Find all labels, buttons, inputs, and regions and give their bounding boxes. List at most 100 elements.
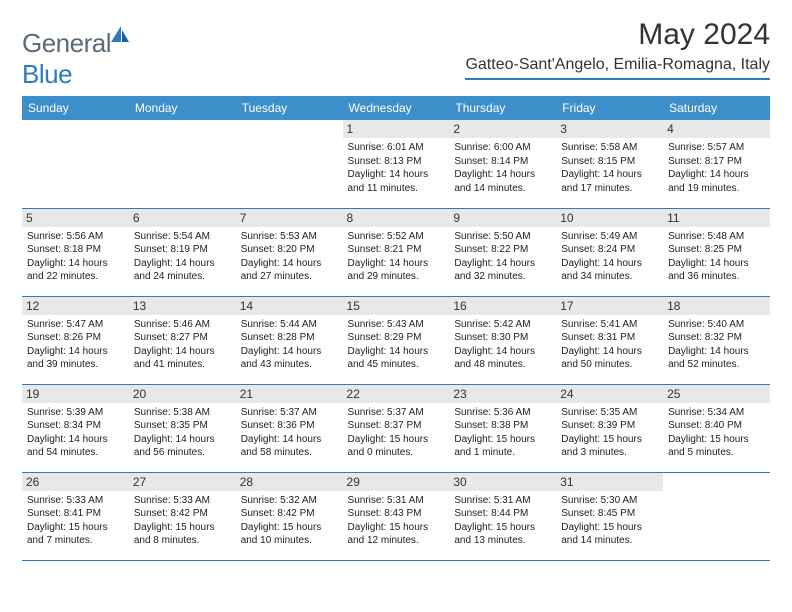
- calendar-cell: 9 Sunrise: 5:50 AMSunset: 8:22 PMDaylight…: [449, 208, 556, 296]
- calendar-cell: 13Sunrise: 5:46 AMSunset: 8:27 PMDayligh…: [129, 296, 236, 384]
- calendar-cell: 27 Sunrise: 5:33 AMSunset: 8:42 PMDayligh…: [129, 472, 236, 560]
- day-number: 4: [663, 120, 770, 138]
- weekday-sat: Saturday: [663, 96, 770, 120]
- logo-text: GeneralBlue: [22, 24, 131, 90]
- weekday-tue: Tuesday: [236, 96, 343, 120]
- weekday-mon: Monday: [129, 96, 236, 120]
- calendar-cell: 21Sunrise: 5:37 AMSunset: 8:36 PMDayligh…: [236, 384, 343, 472]
- day-number: 9: [449, 209, 556, 227]
- day-info: Sunrise: 6:00 AMSunset: 8:14 PMDaylight:…: [454, 141, 551, 195]
- day-info: Sunrise: 5:56 AMSunset: 8:18 PMDaylight:…: [27, 230, 124, 284]
- day-info: Sunrise: 5:58 AMSunset: 8:15 PMDaylight:…: [561, 141, 658, 195]
- calendar-cell: 23 Sunrise: 5:36 AMSunset: 8:38 PMDayligh…: [449, 384, 556, 472]
- calendar-cell: 7 Sunrise: 5:53 AMSunset: 8:20 PMDaylight…: [236, 208, 343, 296]
- weekday-wed: Wednesday: [343, 96, 450, 120]
- day-number: 10: [556, 209, 663, 227]
- day-number: 21: [236, 385, 343, 403]
- day-info: Sunrise: 5:38 AMSunset: 8:35 PMDaylight:…: [134, 406, 231, 460]
- day-number: 1: [343, 120, 450, 138]
- day-info: Sunrise: 5:49 AMSunset: 8:24 PMDaylight:…: [561, 230, 658, 284]
- calendar-cell: 8Sunrise: 5:52 AMSunset: 8:21 PMDaylight…: [343, 208, 450, 296]
- day-info: Sunrise: 5:36 AMSunset: 8:38 PMDaylight:…: [454, 406, 551, 460]
- day-info: Sunrise: 5:34 AMSunset: 8:40 PMDaylight:…: [668, 406, 765, 460]
- calendar-cell: 5Sunrise: 5:56 AMSunset: 8:18 PMDaylight…: [22, 208, 129, 296]
- day-number: 24: [556, 385, 663, 403]
- weekday-fri: Friday: [556, 96, 663, 120]
- page-header: GeneralBlue May 2024 Gatteo-Sant'Angelo,…: [22, 18, 770, 90]
- header-right: May 2024 Gatteo-Sant'Angelo, Emilia-Roma…: [465, 18, 770, 80]
- day-info: Sunrise: 5:30 AMSunset: 8:45 PMDaylight:…: [561, 494, 658, 548]
- calendar-cell: 18 Sunrise: 5:40 AMSunset: 8:32 PMDayligh…: [663, 296, 770, 384]
- calendar-cell: 12Sunrise: 5:47 AMSunset: 8:26 PMDayligh…: [22, 296, 129, 384]
- day-info: Sunrise: 5:57 AMSunset: 8:17 PMDaylight:…: [668, 141, 765, 195]
- calendar-cell: 26Sunrise: 5:33 AMSunset: 8:41 PMDayligh…: [22, 472, 129, 560]
- day-number: 15: [343, 297, 450, 315]
- calendar-row: 12Sunrise: 5:47 AMSunset: 8:26 PMDayligh…: [22, 296, 770, 384]
- day-info: Sunrise: 5:54 AMSunset: 8:19 PMDaylight:…: [134, 230, 231, 284]
- calendar-cell: 25 Sunrise: 5:34 AMSunset: 8:40 PMDayligh…: [663, 384, 770, 472]
- day-info: Sunrise: 5:31 AMSunset: 8:43 PMDaylight:…: [348, 494, 445, 548]
- weekday-header-row: Sunday Monday Tuesday Wednesday Thursday…: [22, 96, 770, 120]
- day-info: Sunrise: 5:32 AMSunset: 8:42 PMDaylight:…: [241, 494, 338, 548]
- logo-part2: Blue: [22, 59, 72, 89]
- calendar-table: Sunday Monday Tuesday Wednesday Thursday…: [22, 96, 770, 561]
- day-info: Sunrise: 5:39 AMSunset: 8:34 PMDaylight:…: [27, 406, 124, 460]
- calendar-cell: [236, 120, 343, 208]
- day-number: 18: [663, 297, 770, 315]
- calendar-cell: 3 Sunrise: 5:58 AMSunset: 8:15 PMDaylight…: [556, 120, 663, 208]
- calendar-cell: 22Sunrise: 5:37 AMSunset: 8:37 PMDayligh…: [343, 384, 450, 472]
- day-number: 26: [22, 473, 129, 491]
- day-number: 11: [663, 209, 770, 227]
- calendar-cell: 17 Sunrise: 5:41 AMSunset: 8:31 PMDayligh…: [556, 296, 663, 384]
- day-number: 27: [129, 473, 236, 491]
- day-number: 22: [343, 385, 450, 403]
- calendar-cell: 28 Sunrise: 5:32 AMSunset: 8:42 PMDayligh…: [236, 472, 343, 560]
- calendar-cell: 20 Sunrise: 5:38 AMSunset: 8:35 PMDayligh…: [129, 384, 236, 472]
- day-number: 13: [129, 297, 236, 315]
- calendar-body: 1 Sunrise: 6:01 AMSunset: 8:13 PMDaylight…: [22, 120, 770, 560]
- calendar-row: 26Sunrise: 5:33 AMSunset: 8:41 PMDayligh…: [22, 472, 770, 560]
- day-number: 14: [236, 297, 343, 315]
- day-number: 23: [449, 385, 556, 403]
- day-info: Sunrise: 5:33 AMSunset: 8:42 PMDaylight:…: [134, 494, 231, 548]
- day-info: Sunrise: 6:01 AMSunset: 8:13 PMDaylight:…: [348, 141, 445, 195]
- day-number: 17: [556, 297, 663, 315]
- day-number: 28: [236, 473, 343, 491]
- day-info: Sunrise: 5:48 AMSunset: 8:25 PMDaylight:…: [668, 230, 765, 284]
- day-info: Sunrise: 5:41 AMSunset: 8:31 PMDaylight:…: [561, 318, 658, 372]
- calendar-cell: 6 Sunrise: 5:54 AMSunset: 8:19 PMDaylight…: [129, 208, 236, 296]
- calendar-cell: 2 Sunrise: 6:00 AMSunset: 8:14 PMDaylight…: [449, 120, 556, 208]
- day-number: 20: [129, 385, 236, 403]
- calendar-cell: 1 Sunrise: 6:01 AMSunset: 8:13 PMDaylight…: [343, 120, 450, 208]
- day-number: 25: [663, 385, 770, 403]
- day-info: Sunrise: 5:35 AMSunset: 8:39 PMDaylight:…: [561, 406, 658, 460]
- day-info: Sunrise: 5:42 AMSunset: 8:30 PMDaylight:…: [454, 318, 551, 372]
- day-number: 31: [556, 473, 663, 491]
- calendar-cell: 31 Sunrise: 5:30 AMSunset: 8:45 PMDayligh…: [556, 472, 663, 560]
- calendar-cell: 16Sunrise: 5:42 AMSunset: 8:30 PMDayligh…: [449, 296, 556, 384]
- day-number: 7: [236, 209, 343, 227]
- logo-part1: General: [22, 28, 111, 58]
- location-text: Gatteo-Sant'Angelo, Emilia-Romagna, Ital…: [465, 56, 770, 80]
- day-info: Sunrise: 5:53 AMSunset: 8:20 PMDaylight:…: [241, 230, 338, 284]
- day-number: 6: [129, 209, 236, 227]
- day-number: 2: [449, 120, 556, 138]
- day-number: 29: [343, 473, 450, 491]
- calendar-row: 19 Sunrise: 5:39 AMSunset: 8:34 PMDayligh…: [22, 384, 770, 472]
- day-number: 3: [556, 120, 663, 138]
- calendar-cell: 11 Sunrise: 5:48 AMSunset: 8:25 PMDayligh…: [663, 208, 770, 296]
- calendar-page: GeneralBlue May 2024 Gatteo-Sant'Angelo,…: [0, 0, 792, 579]
- day-number: 19: [22, 385, 129, 403]
- calendar-cell: 15Sunrise: 5:43 AMSunset: 8:29 PMDayligh…: [343, 296, 450, 384]
- day-info: Sunrise: 5:40 AMSunset: 8:32 PMDaylight:…: [668, 318, 765, 372]
- day-info: Sunrise: 5:44 AMSunset: 8:28 PMDaylight:…: [241, 318, 338, 372]
- day-number: 12: [22, 297, 129, 315]
- logo-sail-icon: [109, 24, 131, 44]
- logo: GeneralBlue: [22, 24, 131, 90]
- calendar-cell: [129, 120, 236, 208]
- calendar-cell: 19 Sunrise: 5:39 AMSunset: 8:34 PMDayligh…: [22, 384, 129, 472]
- day-info: Sunrise: 5:31 AMSunset: 8:44 PMDaylight:…: [454, 494, 551, 548]
- day-info: Sunrise: 5:50 AMSunset: 8:22 PMDaylight:…: [454, 230, 551, 284]
- calendar-cell: 10 Sunrise: 5:49 AMSunset: 8:24 PMDayligh…: [556, 208, 663, 296]
- calendar-cell: 24 Sunrise: 5:35 AMSunset: 8:39 PMDayligh…: [556, 384, 663, 472]
